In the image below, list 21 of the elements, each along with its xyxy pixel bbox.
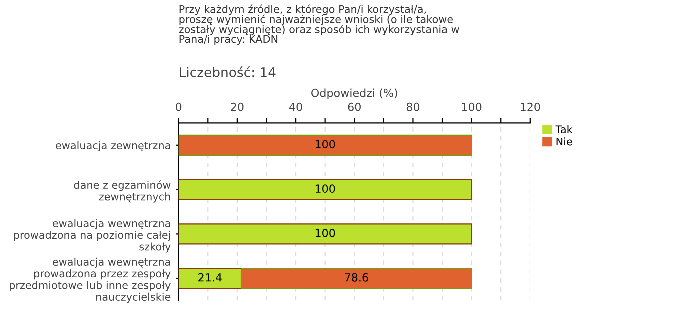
chart-subtitle: Liczebność: 14 — [180, 66, 276, 78]
legend-label: Nie — [556, 138, 572, 146]
x-axis-title: Odpowiedzi (%) — [312, 88, 398, 100]
legend-label: Tak — [556, 125, 573, 134]
y-tick-label: ewaluacja zewnętrzna — [56, 141, 170, 152]
chart-title: Przy każdym źródle, z którego Pan/i korzystał/a, proszę wymienić najważniejsze wnioski (o ile takowe zostały wyciągnięte) oraz sposób ich wykorzystania w Pana/i pracy: KADN — [179, 4, 460, 46]
data-label: 100 — [316, 229, 336, 238]
y-tick-label: ewaluacja wewnętrzna prowadzona na poziomie całej szkoły — [14, 219, 171, 253]
y-tick-label: ewaluacja wewnętrzna prowadzona przez zespoły przedmiotowe lub inne zespoły nauczycielskie — [10, 258, 171, 304]
x-tick-label: 60 — [348, 102, 361, 112]
x-tick-label: 120 — [521, 102, 540, 112]
data-label: 100 — [316, 140, 336, 149]
x-tick-label: 0 — [176, 102, 182, 112]
data-label: 78.6 — [345, 273, 368, 282]
x-tick-label: 80 — [406, 102, 420, 112]
x-tick-label: 20 — [231, 102, 244, 112]
data-label: 100 — [316, 184, 336, 194]
y-tick-label: dane z egzaminów zewnętrznych — [74, 180, 171, 203]
data-label: 21.4 — [198, 273, 222, 282]
x-tick-label: 40 — [290, 102, 302, 112]
x-tick-label: 100 — [462, 102, 482, 112]
